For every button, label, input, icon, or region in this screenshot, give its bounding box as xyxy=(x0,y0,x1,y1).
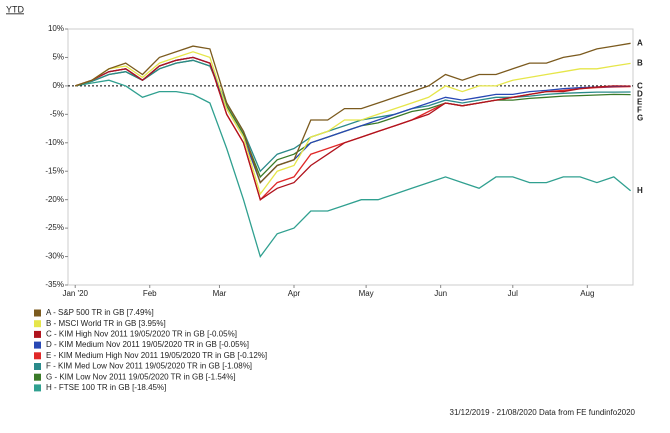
x-tick-label: Jun xyxy=(434,289,447,298)
x-tick-label: Jul xyxy=(508,289,518,298)
y-tick-label: -10% xyxy=(45,138,64,147)
series-line xyxy=(74,42,631,184)
legend-label: D - KIM Medium Nov 2011 19/05/2020 TR in… xyxy=(46,340,249,349)
series-tag: E xyxy=(637,97,643,106)
legend-swatch xyxy=(34,363,41,370)
series-line xyxy=(75,59,631,173)
legend-swatch xyxy=(34,330,41,338)
series-line xyxy=(74,56,631,201)
legend-label: B - MSCI World TR in GB [3.95%] xyxy=(46,319,166,328)
series-tag: A xyxy=(637,38,643,47)
legend-swatch xyxy=(34,309,41,317)
y-tick-label: -30% xyxy=(45,252,64,261)
legend-label: C - KIM High Nov 2011 19/05/2020 TR in G… xyxy=(46,330,237,339)
chart-title: YTD xyxy=(6,4,25,14)
y-tick-label: 5% xyxy=(52,53,64,62)
series-tag: F xyxy=(637,105,642,114)
y-tick-label: 10% xyxy=(48,24,64,33)
legend-label: A - S&P 500 TR in GB [7.49%] xyxy=(46,308,154,317)
series-tag: H xyxy=(637,186,643,195)
legend-swatch xyxy=(34,320,41,328)
series-line xyxy=(74,51,631,196)
series-tag: C xyxy=(637,81,643,90)
legend-swatch xyxy=(34,352,41,360)
y-tick-label: -5% xyxy=(50,109,64,118)
legend-label: G - KIM Low Nov 2011 19/05/2020 TR in GB… xyxy=(46,372,236,381)
x-tick-label: Apr xyxy=(288,289,301,298)
x-tick-label: Feb xyxy=(143,289,157,298)
legend-label: F - KIM Med Low Nov 2011 19/05/2020 TR i… xyxy=(46,362,252,371)
x-tick-label: May xyxy=(359,289,374,298)
series-tag: G xyxy=(637,113,643,122)
series-tag: D xyxy=(637,89,643,98)
legend-swatch xyxy=(34,373,41,381)
y-tick-label: -35% xyxy=(45,280,64,289)
legend-label: E - KIM Medium High Nov 2011 19/05/2020 … xyxy=(46,351,267,360)
x-tick-label: Aug xyxy=(580,289,594,298)
y-tick-label: -20% xyxy=(45,195,64,204)
x-tick-label: Jan '20 xyxy=(62,289,88,298)
legend-label: H - FTSE 100 TR in GB [-18.45%] xyxy=(46,383,166,392)
series-line xyxy=(75,79,632,259)
legend-swatch xyxy=(34,341,41,349)
y-tick-label: -25% xyxy=(45,223,64,232)
y-tick-label: -15% xyxy=(45,166,64,175)
series-line xyxy=(75,59,631,179)
x-tick-label: Mar xyxy=(213,289,227,298)
source-note: 31/12/2019 - 21/08/2020 Data from FE fun… xyxy=(450,408,636,417)
plot-frame xyxy=(67,28,634,286)
legend-swatch xyxy=(34,384,41,392)
y-tick-label: 0% xyxy=(52,81,64,90)
series-tag: B xyxy=(637,59,643,68)
